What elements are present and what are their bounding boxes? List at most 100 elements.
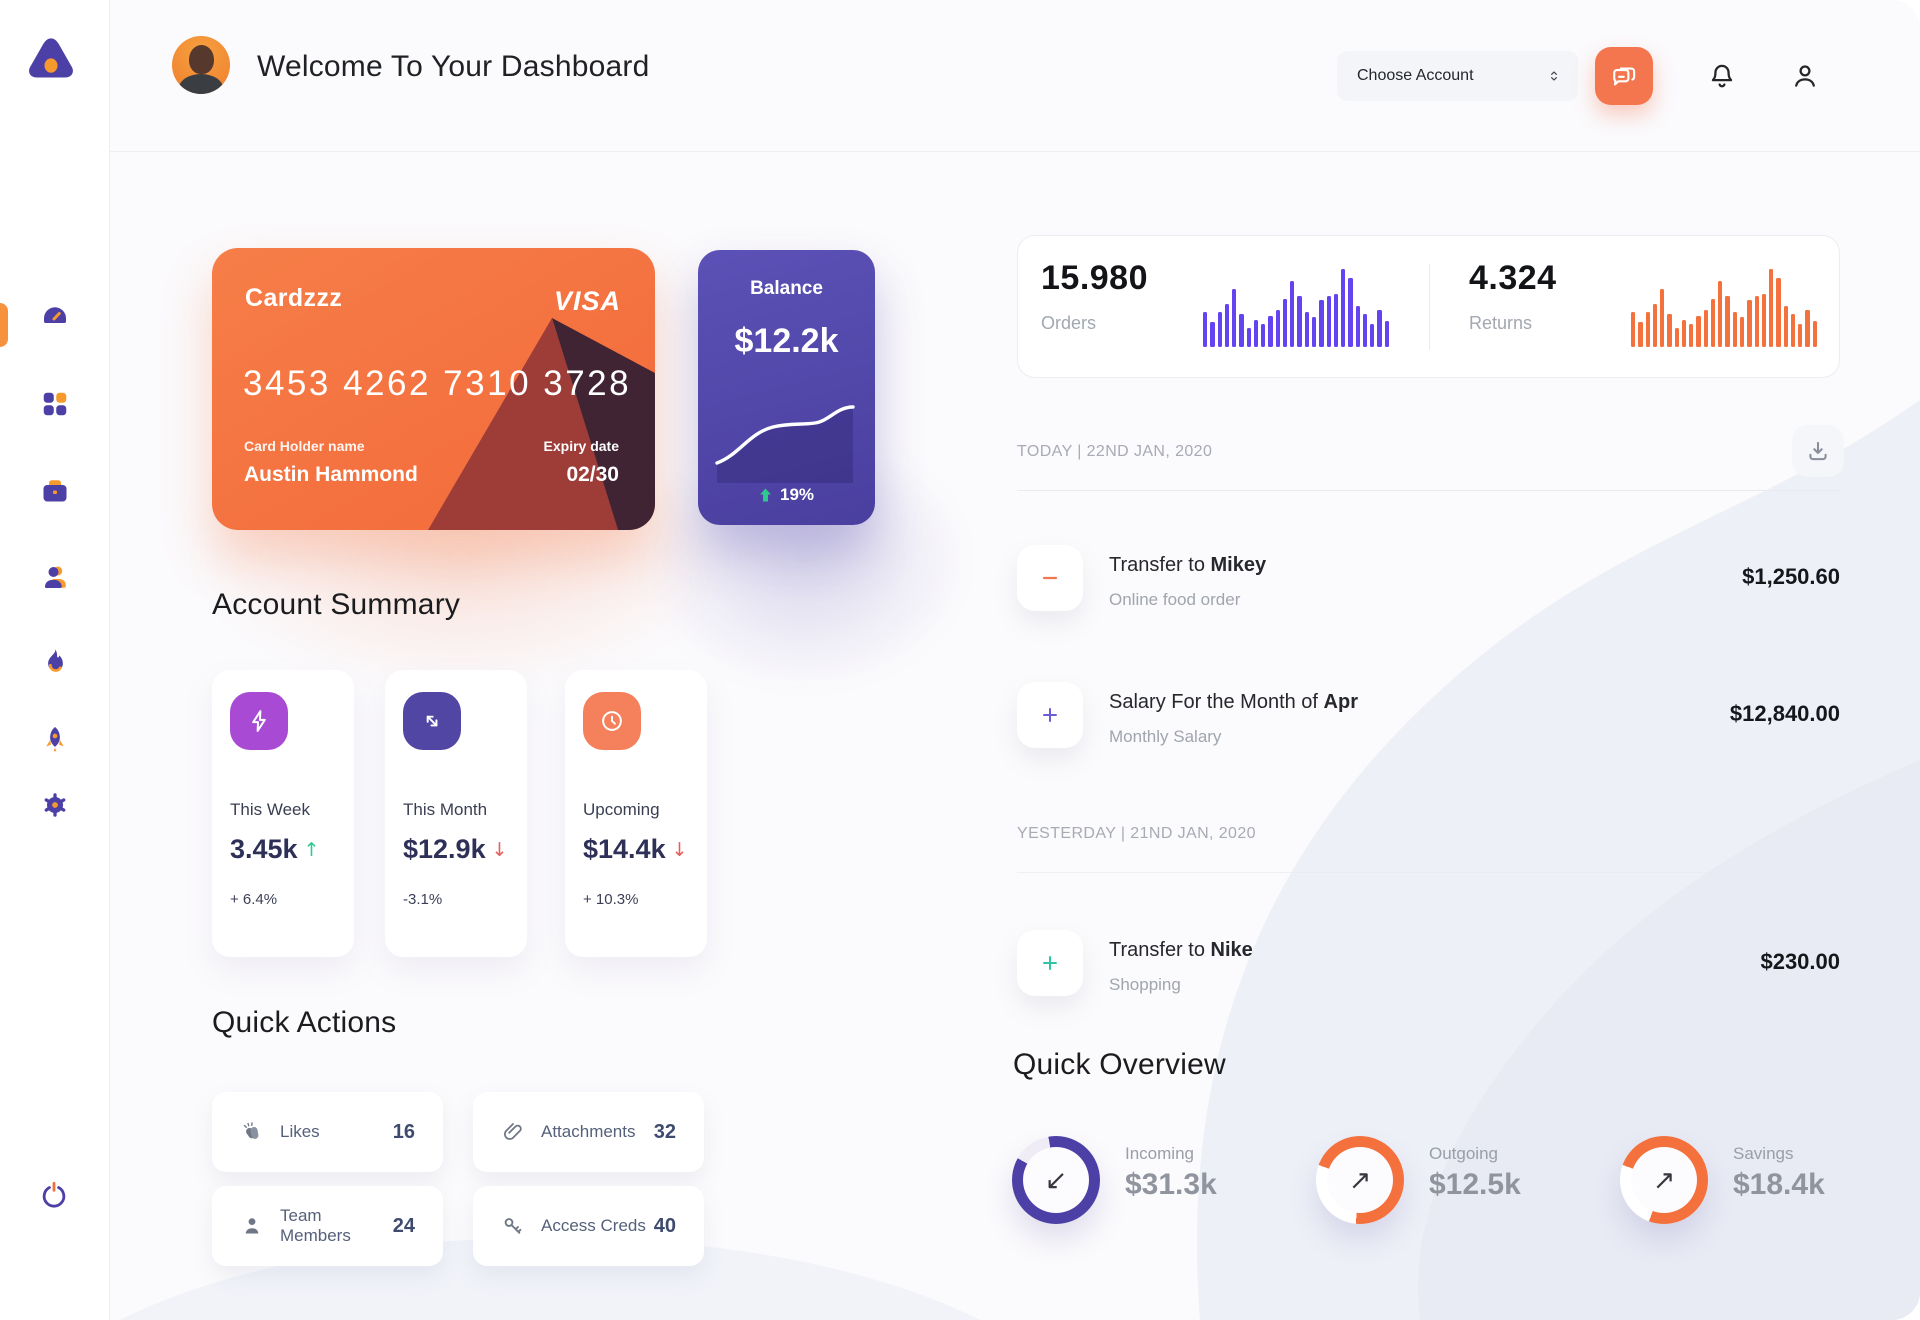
orders-value: 15.980 (1041, 259, 1148, 297)
header: Welcome To Your Dashboard Choose Account (110, 0, 1920, 152)
divider (1017, 872, 1840, 873)
outgoing-progress-ring: ↗ (1316, 1136, 1404, 1224)
orders-returns-card: 15.980 Orders 4.324 Returns (1017, 235, 1840, 378)
summary-value: $14.4k (583, 834, 666, 864)
quick-action-count: 16 (392, 1120, 415, 1143)
triangle-logo-icon (29, 38, 73, 78)
quick-action-likes[interactable]: Likes 16 (212, 1092, 443, 1172)
sidebar-item-trending[interactable] (37, 644, 73, 680)
account-selector-label: Choose Account (1357, 67, 1474, 84)
user-icon (44, 566, 66, 588)
credit-card: Cardzzz VISA 3453 4262 7310 3728 Card Ho… (212, 248, 655, 530)
expiry-label: Expiry date (543, 438, 619, 454)
balance-value: $12.2k (734, 322, 839, 360)
balance-card: Balance $12.2k 19% (698, 250, 875, 525)
quick-overview-heading: Quick Overview (1013, 1048, 1226, 1081)
quick-actions-heading: Quick Actions (212, 1006, 397, 1039)
transaction-title: Transfer to Nike (1109, 939, 1253, 961)
stats-divider (1429, 264, 1430, 350)
plus-icon (1017, 930, 1083, 996)
download-statement-button[interactable] (1792, 425, 1844, 477)
transaction-subtitle: Shopping (1109, 975, 1181, 994)
date-header-today: TODAY | 22ND JAN, 2020 (1017, 443, 1213, 460)
orders-label: Orders (1041, 313, 1097, 333)
transaction-row-mikey[interactable]: Transfer to Mikey Online food order $1,2… (1017, 545, 1840, 611)
divider (1017, 490, 1840, 491)
member-icon (245, 1218, 259, 1234)
transaction-amount: $12,840.00 (1729, 701, 1840, 726)
overview-value: $18.4k (1733, 1168, 1825, 1201)
transaction-subtitle: Monthly Salary (1109, 727, 1222, 746)
quick-action-attachments[interactable]: Attachments 32 (473, 1092, 704, 1172)
overview-label: Incoming (1125, 1144, 1194, 1163)
incoming-progress-ring: ↙ (1012, 1136, 1100, 1224)
quick-action-access-creds[interactable]: Access Creds 40 (473, 1186, 704, 1266)
summary-value: $12.9k (403, 834, 486, 864)
quick-action-team-members[interactable]: Team Members 24 (212, 1186, 443, 1266)
card-number: 3453 4262 7310 3728 (243, 364, 632, 403)
sidebar-item-dashboard[interactable] (37, 300, 73, 336)
balance-change-value: 19% (779, 485, 815, 504)
messages-button[interactable] (1595, 47, 1653, 105)
account-summary-heading: Account Summary (212, 588, 461, 621)
sidebar-item-launch[interactable] (37, 722, 73, 758)
quick-action-label: Likes (280, 1122, 320, 1141)
chat-icon (1613, 67, 1636, 86)
transaction-amount: $1,250.60 (1742, 564, 1840, 589)
summary-label: This Month (403, 800, 488, 819)
apps-grid-icon (43, 392, 67, 415)
logout-power-button[interactable] (36, 1178, 72, 1214)
sidebar (0, 0, 110, 1320)
card-holder-name: Austin Hammond (244, 463, 418, 486)
savings-progress-ring: ↗ (1620, 1136, 1708, 1224)
transaction-subtitle: Online food order (1109, 590, 1241, 609)
rocket-icon (46, 726, 64, 751)
download-icon (1809, 441, 1827, 461)
transaction-amount: $230.00 (1760, 949, 1840, 974)
sidebar-item-team[interactable] (37, 560, 73, 596)
trend-down-icon: ↓ (491, 838, 508, 861)
active-nav-indicator (0, 303, 8, 347)
arrow-down-left-icon: ↙ (1044, 1164, 1068, 1196)
quick-action-label: Attachments (541, 1122, 636, 1141)
sidebar-item-apps[interactable] (37, 387, 73, 423)
returns-value: 4.324 (1469, 259, 1557, 297)
arrow-up-right-icon: ↗ (1348, 1164, 1372, 1196)
app-logo[interactable] (26, 34, 76, 86)
transaction-title: Salary For the Month of Apr (1109, 691, 1358, 713)
minus-icon (1017, 545, 1083, 611)
bolt-icon (230, 692, 288, 750)
key-icon (504, 1218, 522, 1234)
overview-label: Savings (1733, 1144, 1794, 1163)
summary-card-this-month: This Month $12.9k ↓ -3.1% (385, 670, 527, 957)
balance-sparkline (715, 405, 855, 483)
transaction-row-nike[interactable]: Transfer to Nike Shopping $230.00 (1017, 930, 1840, 996)
balance-label: Balance (750, 278, 823, 299)
date-header-yesterday: YESTERDAY | 21ND JAN, 2020 (1017, 825, 1256, 842)
quick-action-label: Access Creds (541, 1216, 646, 1235)
trend-down-icon: ↓ (671, 838, 688, 861)
visa-logo: VISA (553, 286, 621, 316)
sidebar-item-settings[interactable] (37, 788, 73, 824)
speedometer-icon (44, 306, 66, 323)
sidebar-item-work[interactable] (37, 474, 73, 510)
user-avatar[interactable] (172, 36, 230, 94)
transaction-title: Transfer to Mikey (1109, 554, 1267, 576)
account-selector[interactable]: Choose Account (1337, 51, 1578, 101)
avatar-shirt (179, 74, 223, 94)
outgoing-stat: Outgoing $12.5k (1429, 1144, 1589, 1202)
trend-up-icon: ↑ (303, 838, 320, 861)
overview-value: $12.5k (1429, 1168, 1521, 1201)
overview-value: $31.3k (1125, 1168, 1217, 1201)
profile-button[interactable] (1788, 60, 1822, 94)
avatar-figure (189, 45, 214, 74)
arrow-up-right-icon: ↗ (1652, 1164, 1676, 1196)
summary-delta: + 10.3% (583, 891, 639, 908)
card-name: Cardzzz (245, 284, 343, 312)
gear-icon (44, 792, 66, 817)
returns-label: Returns (1469, 313, 1533, 333)
paperclip-icon (503, 1123, 522, 1140)
transaction-row-salary[interactable]: Salary For the Month of Apr Monthly Sala… (1017, 682, 1840, 748)
notifications-button[interactable] (1705, 60, 1739, 94)
